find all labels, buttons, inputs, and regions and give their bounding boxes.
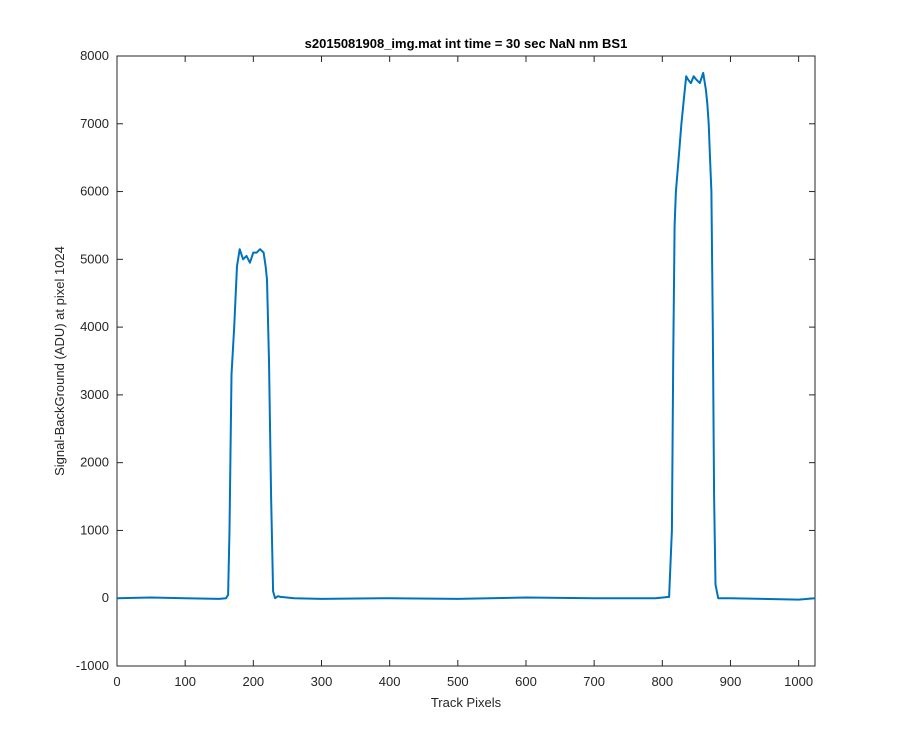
y-tick-label-4000: 4000 [80, 319, 109, 334]
x-tick-label-500: 500 [447, 674, 469, 689]
y-tick-label-6000: 6000 [80, 184, 109, 199]
y-tick-label-8000: 8000 [80, 48, 109, 63]
series-line-0 [116, 71, 816, 601]
y-tick-label-7000: 7000 [80, 116, 109, 131]
plot-area: 0 100 200 300 400 500 600 700 800 900 1000 -1000 0 10… [76, 48, 816, 689]
axes-box [116, 55, 816, 667]
x-tick-label-700: 700 [583, 674, 605, 689]
y-tick-label-1000: 1000 [80, 522, 109, 537]
y-tick-label-0: 0 [102, 590, 109, 605]
y-axis-label: Signal-BackGround (ADU) at pixel 1024 [52, 246, 67, 476]
y-tick-label-2000: 2000 [80, 455, 109, 470]
x-tick-label-800: 800 [651, 674, 673, 689]
x-tick-label-300: 300 [311, 674, 333, 689]
x-tick-label-200: 200 [242, 674, 264, 689]
y-tick-label--1000: -1000 [76, 658, 109, 673]
chart-title: s2015081908_img.mat int time = 30 sec Na… [305, 36, 628, 51]
x-tick-label-100: 100 [174, 674, 196, 689]
y-tick-label-5000: 5000 [80, 251, 109, 266]
x-axis-label: Track Pixels [431, 695, 502, 710]
x-tick-label-1000: 1000 [784, 674, 813, 689]
x-tick-label-600: 600 [515, 674, 537, 689]
y-tick-label-3000: 3000 [80, 387, 109, 402]
x-tick-label-900: 900 [720, 674, 742, 689]
x-tick-label-400: 400 [379, 674, 401, 689]
x-tick-label-0: 0 [113, 674, 120, 689]
